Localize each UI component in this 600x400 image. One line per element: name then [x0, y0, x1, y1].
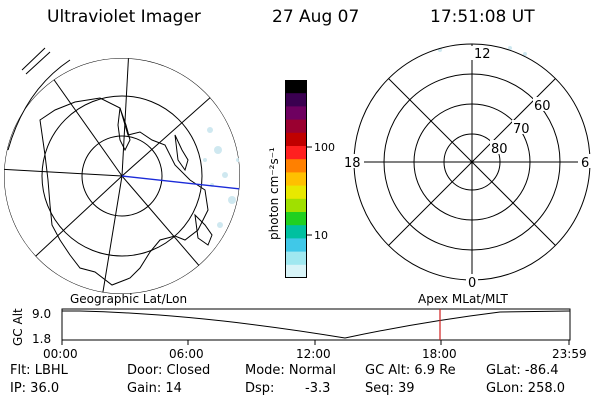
colorbar-tick-10: 10: [314, 229, 328, 242]
timeline-xtick-0600: 06:00: [169, 347, 204, 361]
page-title: Ultraviolet Imager: [47, 7, 201, 27]
header-time: 17:51:08 UT: [430, 7, 535, 27]
info-mode: Mode: Normal: [245, 363, 336, 378]
right-map-caption: Apex MLat/MLT: [418, 292, 508, 306]
info-dsp-value: -3.3: [305, 381, 331, 396]
mlat-label-70: 70: [513, 122, 530, 137]
timeline-xtick-0000: 00:00: [43, 347, 78, 361]
altitude-timeline: GC Alt 9.0 1.8 00:00 06:00 12:00 18:00 2…: [11, 307, 587, 361]
mlt-label-6: 6: [581, 156, 589, 171]
geographic-grid: [4, 58, 240, 294]
colorbar-segment: [285, 93, 307, 107]
mlat-label-80: 80: [491, 142, 508, 157]
info-glon: GLon: 258.0: [486, 381, 566, 396]
colorbar-unit-label: photon cm⁻²s⁻¹: [267, 147, 281, 240]
geographic-map: [4, 47, 240, 294]
timeline-ytick-top: 9.0: [32, 307, 51, 321]
header-date: 27 Aug 07: [272, 7, 360, 27]
colorbar-segment: [285, 212, 307, 226]
colorbar-segment: [285, 264, 307, 279]
mlt-label-18: 18: [344, 156, 361, 171]
info-door: Door: Closed: [127, 363, 211, 378]
colorbar-segment: [285, 238, 307, 253]
colorbar-segment: [285, 198, 307, 213]
colorbar-segment: [285, 172, 307, 187]
colorbar-label-box: photon cm⁻²s⁻¹: [267, 147, 281, 240]
colorbar-segment: [285, 80, 307, 94]
timeline-xtick-1200: 12:00: [296, 347, 331, 361]
info-gain: Gain: 14: [127, 381, 182, 396]
info-gc-alt: GC Alt: 6.9 Re: [365, 363, 456, 378]
info-seq: Seq: 39: [365, 381, 415, 396]
timeline-xtick-1800: 18:00: [422, 347, 457, 361]
info-dsp-label: Dsp:: [245, 381, 275, 396]
colorbar-segment: [285, 251, 307, 266]
timeline-xtick-2359: 23:59: [552, 347, 587, 361]
left-map-caption: Geographic Lat/Lon: [70, 292, 188, 306]
info-filter: Flt: LBHL: [10, 363, 68, 378]
colorbar-segment: [285, 132, 307, 147]
info-ip: IP: 36.0: [10, 381, 60, 396]
colorbar-tick-100: 100: [314, 141, 335, 154]
colorbar-segment: [285, 159, 307, 173]
colorbar-gradient: [285, 80, 307, 279]
info-glat: GLat: -86.4: [486, 363, 559, 378]
mlt-label-12: 12: [474, 47, 491, 62]
mlt-label-0: 0: [468, 276, 476, 291]
colorbar: [285, 80, 307, 279]
mlat-label-60: 60: [534, 99, 551, 114]
polar-emission-speckle: [438, 46, 527, 56]
colorbar-segment: [285, 119, 307, 134]
altitude-curve: [62, 310, 571, 339]
track-line: [121, 175, 240, 191]
timeline-ylabel: GC Alt: [11, 308, 25, 346]
timeline-ytick-bottom: 1.8: [32, 332, 51, 346]
colorbar-segment: [285, 225, 307, 239]
timeline-frame: [61, 308, 571, 341]
colorbar-segment: [285, 185, 307, 200]
colorbar-segment: [285, 106, 307, 121]
colorbar-segment: [285, 146, 307, 160]
colorbar-axis: 100 10: [306, 141, 335, 242]
polar-mlt-map: 12 6 18 0 60 70 80: [342, 43, 592, 291]
